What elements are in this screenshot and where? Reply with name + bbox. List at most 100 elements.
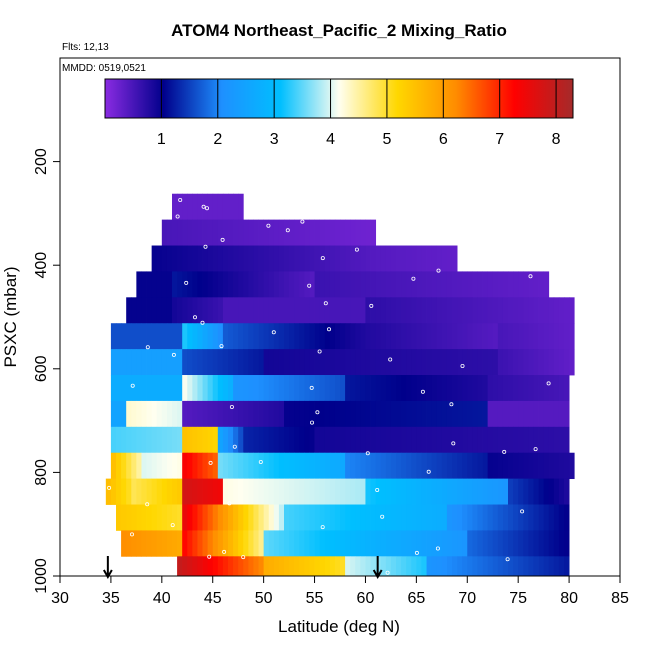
colorbar-tick-label: 1	[157, 131, 166, 148]
heatmap-cell	[401, 478, 407, 505]
heatmap-cell	[166, 452, 173, 480]
heatmap-cell	[345, 530, 351, 557]
heatmap-cell	[304, 219, 310, 246]
heatmap-cell	[390, 478, 397, 505]
heatmap-cell	[396, 297, 402, 324]
heatmap-cell	[513, 426, 519, 454]
sample-marker	[207, 554, 212, 559]
heatmap-cell	[253, 271, 259, 298]
heatmap-cell	[390, 556, 397, 577]
sample-marker	[546, 381, 551, 386]
heatmap-cell	[452, 504, 458, 531]
heatmap-cell	[436, 530, 443, 557]
heatmap-cell	[553, 504, 560, 531]
heatmap-cell	[350, 219, 356, 246]
heatmap-cell	[370, 478, 377, 505]
sample-marker	[449, 402, 454, 407]
heatmap-cell	[202, 478, 209, 505]
heatmap-cell	[370, 271, 377, 298]
heatmap-cell	[426, 245, 433, 272]
sample-marker	[130, 383, 135, 388]
colorbar-tick-label: 4	[326, 131, 335, 148]
heatmap-cell	[319, 219, 326, 246]
heatmap-cell	[299, 245, 305, 272]
x-tick-label: 35	[102, 590, 120, 607]
heatmap-cell	[426, 297, 433, 324]
heatmap-cell	[136, 297, 142, 324]
heatmap-cell	[126, 400, 132, 428]
heatmap-cell	[513, 400, 519, 428]
heatmap-cell	[187, 349, 193, 376]
heatmap-cell	[462, 375, 468, 402]
heatmap-cell	[457, 452, 463, 480]
heatmap-cell	[284, 323, 290, 350]
heatmap-cell	[217, 193, 224, 221]
heatmap-cell	[375, 297, 382, 324]
heatmap-cell	[467, 323, 473, 350]
heatmap-cell	[222, 271, 229, 298]
heatmap-cell	[538, 426, 545, 454]
flight-arrow	[102, 556, 113, 580]
heatmap-cell	[324, 271, 331, 298]
heatmap-cell	[436, 426, 443, 454]
heatmap-cell	[319, 478, 326, 505]
heatmap-cell	[431, 400, 438, 428]
heatmap-cell	[396, 452, 402, 480]
heatmap-cell	[131, 323, 137, 350]
heatmap-cell	[110, 323, 117, 350]
heatmap-cell	[446, 426, 453, 454]
heatmap-cell	[233, 323, 239, 350]
heatmap-cell	[166, 219, 173, 246]
heatmap-cell	[212, 219, 219, 246]
heatmap-cell	[508, 323, 514, 350]
heatmap-cell	[487, 400, 494, 428]
heatmap-cell	[360, 400, 366, 428]
heatmap-cell	[340, 556, 346, 577]
heatmap-cell	[273, 219, 280, 246]
heatmap-cell	[121, 349, 127, 376]
heatmap-cell	[136, 271, 142, 298]
heatmap-cell	[497, 349, 504, 376]
heatmap-cell	[177, 375, 183, 402]
heatmap-cell	[543, 504, 550, 531]
heatmap-cell	[217, 556, 224, 577]
heatmap-cell	[502, 478, 509, 505]
x-tick-label: 50	[255, 590, 273, 607]
heatmap-cell	[309, 556, 315, 577]
heatmap-cell	[421, 478, 427, 505]
heatmap-cell	[304, 245, 310, 272]
heatmap-cell	[284, 478, 290, 505]
heatmap-cell	[228, 400, 234, 428]
heatmap-cell	[222, 349, 229, 376]
heatmap-cell	[146, 297, 153, 324]
heatmap-cell	[370, 530, 377, 557]
heatmap-cell	[314, 426, 321, 454]
heatmap-cell	[543, 349, 550, 376]
heatmap-cell	[497, 426, 504, 454]
heatmap-cell	[452, 375, 458, 402]
heatmap-cell	[141, 478, 147, 505]
heatmap-cell	[258, 400, 265, 428]
heatmap-cell	[523, 375, 529, 402]
heatmap-cell	[426, 271, 433, 298]
heatmap-cell	[426, 556, 433, 577]
sample-marker	[300, 219, 305, 224]
heatmap-cell	[401, 504, 407, 531]
heatmap-cell	[105, 478, 112, 505]
heatmap-cell	[340, 271, 346, 298]
heatmap-cell	[487, 478, 494, 505]
heatmap-cell	[360, 556, 366, 577]
heatmap-cell	[263, 297, 270, 324]
heatmap-cell	[523, 478, 529, 505]
heatmap-cell	[273, 452, 280, 480]
heatmap-cell	[350, 400, 356, 428]
heatmap-cell	[319, 297, 326, 324]
heatmap-cell	[416, 323, 422, 350]
heatmap-cell	[401, 452, 407, 480]
heatmap-cell	[294, 426, 300, 454]
heatmap-cell	[284, 400, 290, 428]
heatmap-cell	[319, 556, 326, 577]
heatmap-cell	[284, 271, 290, 298]
heatmap-cell	[294, 375, 300, 402]
heatmap-cell	[543, 556, 550, 577]
